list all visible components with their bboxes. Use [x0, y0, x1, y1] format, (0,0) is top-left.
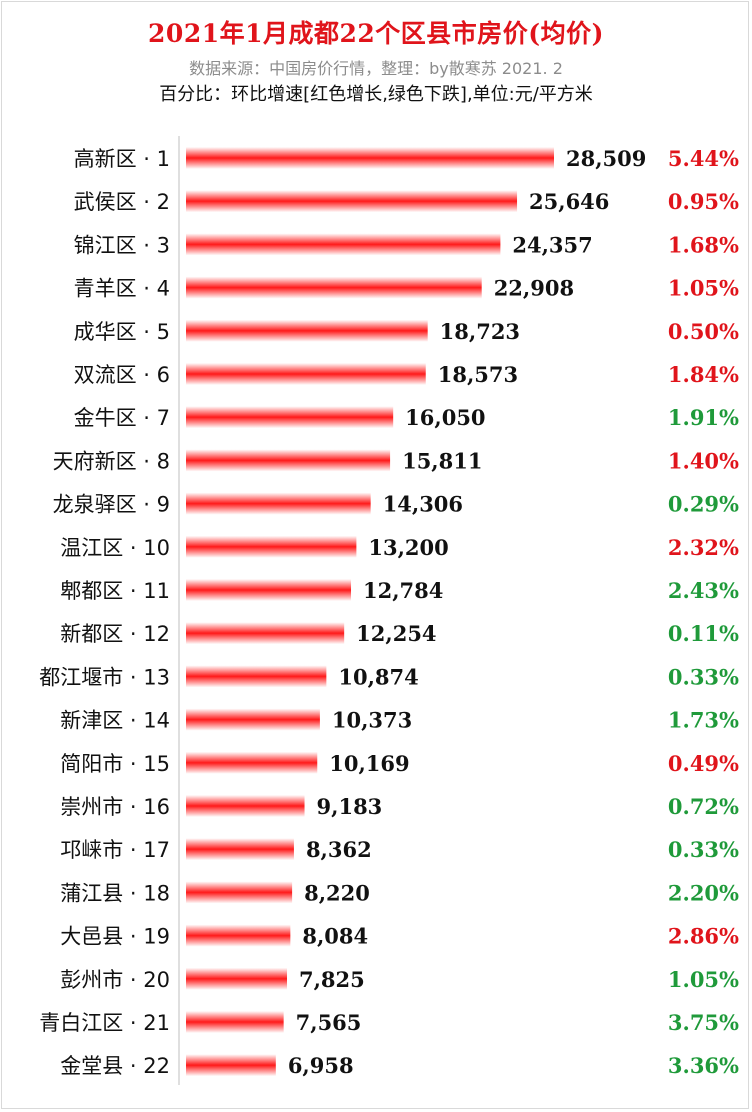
value-label: 7,565	[296, 1010, 362, 1035]
category-label: 武侯区 · 2	[74, 190, 170, 214]
bar	[186, 276, 482, 299]
category-label: 彭州市 · 20	[60, 968, 170, 992]
category-label: 新津区 · 14	[60, 709, 170, 733]
category-label: 金堂县 · 22	[60, 1054, 170, 1078]
growth-label: 2.32%	[668, 535, 739, 560]
bar	[186, 838, 294, 861]
category-label: 大邑县 · 19	[60, 925, 170, 949]
bar	[186, 363, 426, 385]
growth-label: 2.43%	[668, 578, 739, 603]
value-label: 18,723	[440, 319, 520, 344]
value-label: 7,825	[299, 967, 365, 992]
bar	[186, 449, 391, 472]
growth-label: 0.29%	[668, 492, 739, 517]
growth-label: 1.40%	[668, 448, 739, 473]
category-label: 金牛区 · 7	[74, 406, 170, 430]
bar	[186, 924, 291, 947]
category-label: 新都区 · 12	[60, 622, 170, 646]
bar	[186, 665, 327, 688]
value-label: 14,306	[383, 492, 463, 517]
growth-label: 0.33%	[668, 664, 739, 689]
category-label: 高新区 · 1	[74, 147, 170, 171]
value-label: 16,050	[405, 405, 485, 430]
value-label: 10,169	[329, 751, 409, 776]
category-label: 都江堰市 · 13	[39, 665, 170, 689]
bar	[186, 535, 357, 558]
growth-label: 1.84%	[668, 362, 739, 387]
growth-label: 0.49%	[668, 751, 739, 776]
category-label: 邛崃市 · 17	[60, 838, 170, 862]
bar	[186, 319, 428, 342]
bar	[186, 190, 518, 213]
category-label: 简阳市 · 15	[60, 752, 170, 776]
category-label: 蒲江县 · 18	[60, 881, 170, 905]
bar	[186, 147, 554, 169]
chart-title: 2021年1月成都22个区县市房价(均价)	[148, 19, 604, 48]
bar	[186, 579, 352, 601]
value-label: 12,254	[356, 621, 436, 646]
growth-label: 1.05%	[668, 967, 739, 992]
value-label: 6,958	[288, 1053, 354, 1078]
category-label: 双流区 · 6	[74, 363, 170, 387]
chart-note: 百分比：环比增速[红色增长,绿色下跌],单位:元/平方米	[159, 84, 593, 105]
growth-label: 1.68%	[668, 232, 739, 257]
category-label: 成华区 · 5	[74, 320, 170, 344]
bar	[186, 795, 305, 817]
growth-label: 3.75%	[668, 1010, 739, 1035]
bar	[186, 492, 371, 515]
category-label: 青白江区 · 21	[39, 1011, 170, 1035]
category-label: 锦江区 · 3	[74, 233, 170, 257]
growth-label: 3.36%	[668, 1053, 739, 1078]
value-label: 15,811	[402, 448, 482, 473]
value-label: 8,220	[304, 880, 370, 905]
value-label: 8,084	[302, 924, 368, 949]
category-label: 崇州市 · 16	[60, 795, 170, 819]
value-label: 24,357	[512, 232, 592, 257]
value-label: 10,373	[332, 708, 412, 733]
value-label: 9,183	[317, 794, 383, 819]
bar	[186, 1054, 276, 1077]
value-label: 10,874	[338, 664, 418, 689]
chart-subtitle: 数据来源：中国房价行情，整理：by散寒苏 2021. 2	[189, 59, 563, 78]
growth-label: 1.05%	[668, 276, 739, 301]
bar	[186, 967, 288, 990]
growth-label: 0.11%	[668, 621, 739, 646]
growth-label: 1.73%	[668, 708, 739, 733]
bar	[186, 751, 318, 774]
value-label: 12,784	[363, 578, 443, 603]
bar	[186, 1011, 284, 1033]
value-label: 8,362	[306, 837, 372, 862]
category-label: 温江区 · 10	[60, 536, 170, 560]
category-label: 青羊区 · 4	[74, 277, 170, 301]
bar	[186, 708, 320, 731]
value-label: 13,200	[368, 535, 448, 560]
bar	[186, 881, 293, 904]
value-label: 18,573	[438, 362, 518, 387]
growth-label: 0.50%	[668, 319, 739, 344]
value-label: 22,908	[494, 276, 574, 301]
growth-label: 0.72%	[668, 794, 739, 819]
growth-label: 0.33%	[668, 837, 739, 862]
value-label: 25,646	[529, 189, 609, 214]
bar	[186, 622, 345, 645]
category-label: 郫都区 · 11	[60, 579, 170, 603]
value-label: 28,509	[566, 146, 646, 171]
growth-label: 0.95%	[668, 189, 739, 214]
growth-label: 1.91%	[668, 405, 739, 430]
growth-label: 5.44%	[668, 146, 739, 171]
bar	[186, 233, 501, 256]
category-label: 天府新区 · 8	[53, 449, 170, 473]
category-label: 龙泉驿区 · 9	[53, 493, 170, 517]
bar	[186, 406, 394, 429]
growth-label: 2.20%	[668, 880, 739, 905]
growth-label: 2.86%	[668, 924, 739, 949]
